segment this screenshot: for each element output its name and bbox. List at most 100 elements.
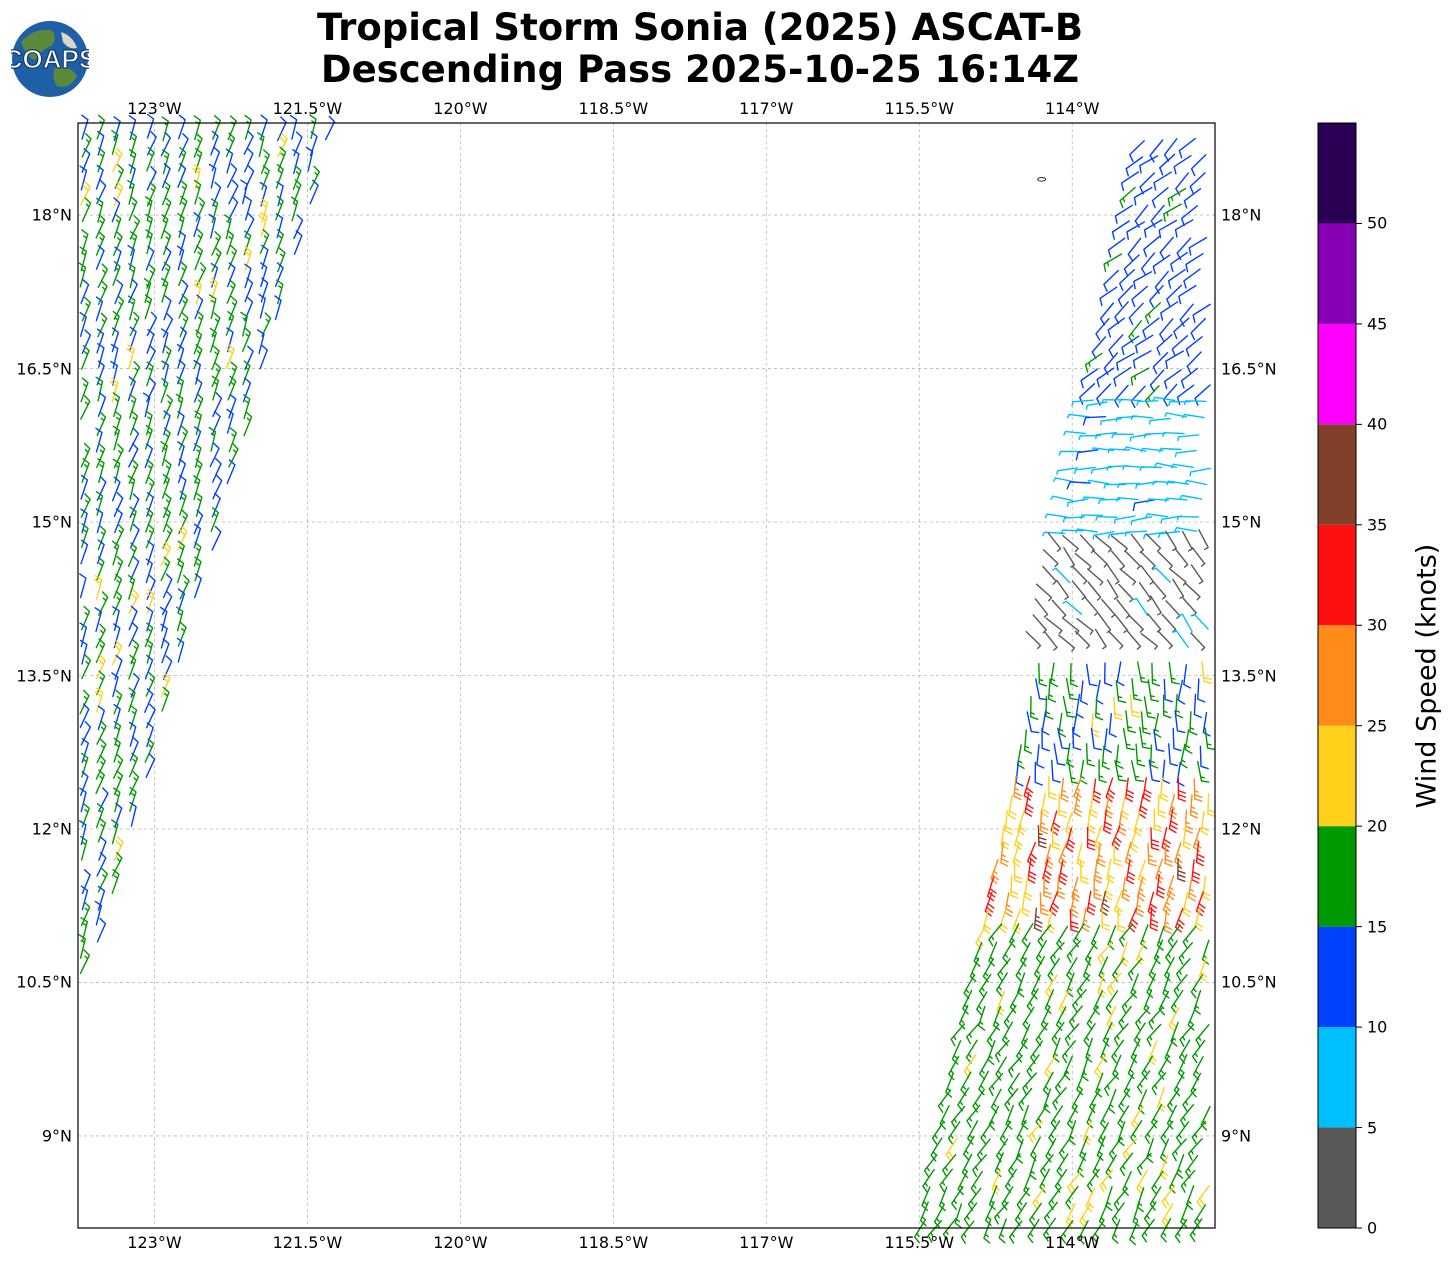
wind-barb: [1125, 710, 1137, 734]
wind-barb: [1184, 582, 1201, 601]
wind-barb: [995, 1056, 1007, 1081]
wind-barb: [1056, 925, 1069, 950]
wind-barb: [211, 247, 222, 272]
axis-tick-label: 117°W: [739, 1233, 794, 1252]
wind-barb: [1095, 696, 1104, 721]
wind-barb: [1165, 940, 1178, 964]
wind-barb: [1180, 1170, 1196, 1193]
wind-barb: [145, 558, 153, 584]
wind-barb: [1113, 515, 1136, 524]
wind-barb: [113, 720, 122, 746]
wind-barb: [1111, 433, 1134, 439]
wind-barb: [161, 686, 170, 712]
wind-barb: [1075, 449, 1099, 461]
wind-barb: [1175, 693, 1184, 719]
axis-tick-label: 123°W: [127, 99, 182, 118]
wind-barb: [1189, 711, 1198, 736]
wind-barb: [81, 133, 92, 158]
wind-barb: [1063, 1055, 1073, 1081]
wind-barb: [1110, 535, 1128, 553]
wind-barb: [1177, 679, 1186, 705]
wind-barb: [111, 640, 123, 666]
wind-barb: [1108, 1088, 1117, 1114]
wind-barb: [242, 327, 251, 352]
wind-barb: [1190, 317, 1206, 341]
wind-barb: [292, 149, 300, 174]
wind-barb: [95, 213, 106, 239]
wind-barb: [1127, 1054, 1137, 1080]
wind-barb: [1087, 568, 1104, 586]
wind-barb: [1116, 661, 1125, 687]
wind-barb: [176, 376, 184, 402]
wind-barb: [112, 147, 123, 173]
wind-barb: [1152, 567, 1171, 583]
wind-barb: [211, 231, 221, 256]
wind-barb: [1129, 433, 1152, 442]
wind-barb: [162, 493, 172, 519]
wind-barb: [112, 392, 121, 418]
wind-barb: [1104, 793, 1113, 819]
wind-barb: [80, 474, 89, 500]
wind-barb: [145, 213, 153, 239]
wind-barb: [1116, 599, 1131, 619]
wind-barb: [1179, 303, 1194, 327]
wind-barb: [1160, 301, 1179, 321]
wind-barb: [208, 163, 217, 189]
wind-barb: [1023, 729, 1033, 754]
wind-barb: [1174, 710, 1186, 734]
wind-barb: [177, 410, 185, 436]
wind-barb: [1176, 515, 1200, 521]
wind-barb: [80, 395, 91, 420]
wind-barb: [1179, 1024, 1195, 1047]
wind-barb: [110, 360, 118, 386]
wind-barb: [1143, 696, 1156, 719]
wind-barb: [1131, 285, 1148, 308]
wind-barb: [1149, 369, 1165, 393]
wind-barb: [1065, 1185, 1079, 1210]
wind-barb: [1140, 924, 1149, 950]
wind-barb: [990, 859, 999, 885]
wind-barb: [1150, 827, 1160, 851]
wind-barb: [256, 132, 265, 157]
wind-barb: [1105, 777, 1116, 803]
wind-barb: [1086, 663, 1098, 687]
wind-barb: [1105, 1154, 1117, 1179]
wind-barb: [177, 163, 187, 188]
wind-barb: [1130, 367, 1150, 386]
wind-barb: [81, 296, 91, 322]
wind-barb: [160, 378, 169, 403]
wind-barb: [1075, 693, 1084, 719]
wind-barb: [144, 654, 154, 680]
wind-barb: [1186, 351, 1202, 374]
wind-barb: [1122, 727, 1135, 751]
wind-barb: [113, 181, 124, 207]
wind-barb: [178, 261, 188, 286]
axis-tick-label: 10.5°N: [16, 972, 72, 992]
wind-barb: [193, 359, 201, 385]
wind-barb: [1185, 253, 1204, 273]
wind-barb: [113, 623, 121, 649]
axis-tick-label: 118.5°W: [578, 99, 649, 118]
wind-barb: [1183, 268, 1201, 289]
wind-barb: [1167, 187, 1187, 207]
wind-barb: [988, 1073, 1004, 1097]
wind-barb: [95, 231, 105, 256]
wind-barb: [1021, 923, 1034, 948]
wind-barb: [1174, 1219, 1188, 1243]
wind-barb: [80, 539, 89, 565]
wind-barb: [144, 443, 153, 469]
wind-barb: [261, 165, 270, 191]
wind-barb: [1169, 568, 1187, 586]
wind-barb: [111, 540, 120, 566]
colorbar-tick-label: 25: [1367, 716, 1388, 736]
wind-barb: [208, 213, 216, 239]
wind-barb: [1105, 990, 1119, 1015]
wind-barb: [1143, 432, 1167, 439]
wind-barb: [1069, 909, 1079, 933]
wind-barb: [227, 262, 236, 288]
wind-barb: [1193, 989, 1202, 1015]
colorbar-bin: [1318, 524, 1356, 626]
wind-barb: [1044, 844, 1054, 869]
wind-barb: [1113, 1023, 1129, 1046]
